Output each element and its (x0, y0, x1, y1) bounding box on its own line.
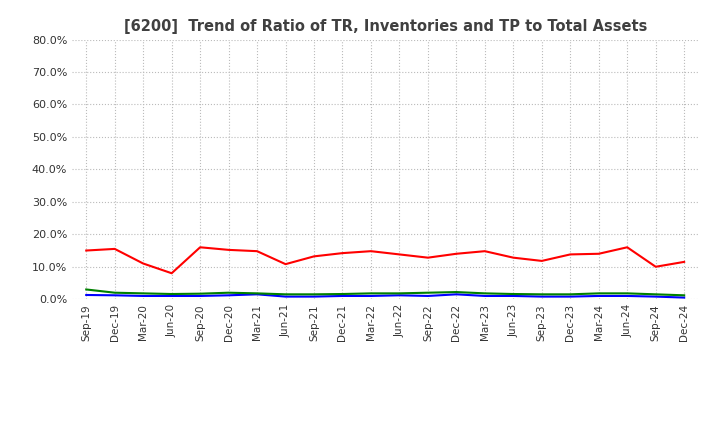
Inventories (282, 294, 290, 299)
Inventories (196, 293, 204, 299)
Trade Payables (395, 291, 404, 296)
Line: Trade Payables: Trade Payables (86, 290, 684, 295)
Trade Payables (167, 291, 176, 297)
Trade Payables (338, 291, 347, 297)
Inventories (452, 292, 461, 297)
Inventories (680, 295, 688, 300)
Trade Receivables (509, 255, 518, 260)
Trade Payables (452, 290, 461, 295)
Trade Payables (225, 290, 233, 295)
Trade Payables (139, 291, 148, 296)
Inventories (537, 294, 546, 299)
Inventories (338, 293, 347, 299)
Inventories (566, 294, 575, 299)
Trade Receivables (423, 255, 432, 260)
Trade Payables (253, 291, 261, 296)
Trade Receivables (225, 247, 233, 253)
Trade Payables (82, 287, 91, 292)
Trade Receivables (82, 248, 91, 253)
Trade Receivables (480, 249, 489, 254)
Trade Payables (537, 292, 546, 297)
Inventories (652, 294, 660, 299)
Trade Receivables (139, 261, 148, 266)
Inventories (423, 293, 432, 299)
Trade Payables (652, 292, 660, 297)
Trade Receivables (623, 245, 631, 250)
Inventories (480, 293, 489, 299)
Trade Receivables (537, 258, 546, 264)
Trade Receivables (310, 254, 318, 259)
Trade Payables (595, 291, 603, 296)
Title: [6200]  Trend of Ratio of TR, Inventories and TP to Total Assets: [6200] Trend of Ratio of TR, Inventories… (124, 19, 647, 34)
Trade Receivables (366, 249, 375, 254)
Trade Payables (310, 292, 318, 297)
Inventories (310, 294, 318, 299)
Inventories (139, 293, 148, 299)
Trade Receivables (196, 245, 204, 250)
Trade Receivables (652, 264, 660, 269)
Trade Payables (623, 291, 631, 296)
Trade Receivables (680, 259, 688, 264)
Trade Receivables (110, 246, 119, 252)
Inventories (595, 293, 603, 299)
Trade Payables (366, 291, 375, 296)
Inventories (366, 293, 375, 299)
Trade Payables (566, 292, 575, 297)
Inventories (225, 293, 233, 298)
Trade Receivables (253, 249, 261, 254)
Trade Receivables (595, 251, 603, 257)
Trade Receivables (167, 271, 176, 276)
Trade Payables (680, 293, 688, 298)
Inventories (167, 293, 176, 299)
Trade Payables (423, 290, 432, 295)
Inventories (110, 293, 119, 298)
Trade Payables (196, 291, 204, 296)
Trade Receivables (566, 252, 575, 257)
Inventories (509, 293, 518, 299)
Inventories (253, 292, 261, 297)
Trade Receivables (282, 261, 290, 267)
Trade Payables (110, 290, 119, 295)
Trade Receivables (338, 250, 347, 256)
Inventories (82, 292, 91, 297)
Line: Trade Receivables: Trade Receivables (86, 247, 684, 273)
Inventories (623, 293, 631, 299)
Line: Inventories: Inventories (86, 294, 684, 297)
Trade Receivables (452, 251, 461, 257)
Trade Payables (480, 291, 489, 296)
Inventories (395, 293, 404, 298)
Trade Payables (509, 291, 518, 297)
Trade Receivables (395, 252, 404, 257)
Trade Payables (282, 292, 290, 297)
